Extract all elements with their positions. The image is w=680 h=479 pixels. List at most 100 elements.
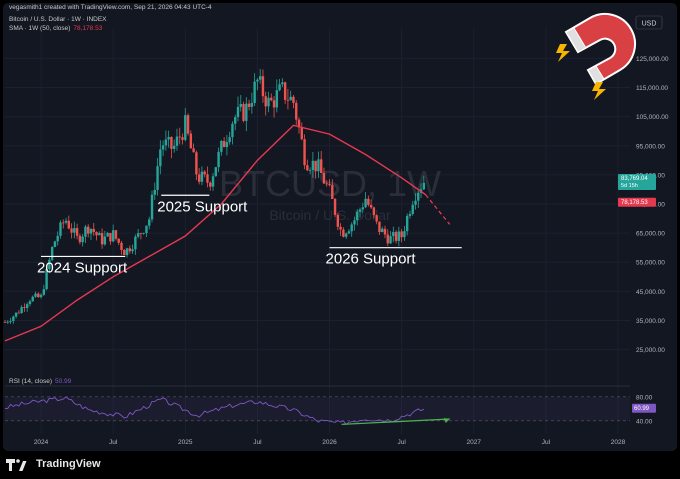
watermark: BTCUSD, 1W Bitcoin / U.S. Dollar [219, 163, 441, 223]
candle-body [84, 226, 87, 237]
y-tick-label: 105,000.00 [636, 114, 669, 121]
candle-body [306, 165, 309, 171]
candle-body [70, 228, 73, 233]
sma-legend-label: SMA · 1W (50, close) [9, 25, 71, 32]
candle-body [53, 241, 57, 247]
y-tick-label: 45,000.00 [636, 289, 665, 296]
candle-body [134, 236, 137, 250]
sma-line [4, 124, 451, 342]
candle-body [175, 136, 179, 146]
candle-body [322, 172, 326, 184]
candle-body [120, 242, 123, 250]
candle-body [317, 159, 320, 172]
x-tick-label: 2026 [322, 439, 337, 446]
rsi-legend-value: 50.99 [55, 378, 72, 385]
tradingview-brand[interactable]: TradingView [9, 458, 101, 470]
candle-body [403, 231, 406, 238]
candle-body [28, 301, 32, 305]
candle-body [136, 233, 140, 237]
candle-body [383, 228, 387, 235]
candle-body [261, 76, 265, 97]
candle-body [150, 194, 154, 220]
candle-body [253, 81, 256, 103]
candle-body [131, 249, 134, 252]
y-tick-label: 35,000.00 [636, 318, 665, 325]
candle-body [211, 176, 215, 187]
candle-body [31, 296, 34, 302]
candle-body [344, 233, 348, 237]
candle-body [392, 232, 395, 237]
candle-body [37, 293, 40, 298]
candle-body [73, 228, 76, 233]
last-price-countdown: 5d 15h [621, 183, 638, 189]
candle-body [228, 137, 231, 143]
candle-body [114, 230, 118, 239]
rsi-price-value: 60.99 [634, 406, 650, 412]
candle-body [308, 170, 312, 171]
tradingview-brand-label: TradingView [36, 458, 101, 470]
candle-body [292, 96, 295, 103]
magnet-icon [556, 13, 637, 100]
currency-badge[interactable] [635, 15, 663, 30]
candle-body [353, 220, 356, 225]
candle-body [389, 236, 392, 244]
candle-body [297, 119, 301, 128]
candle-body [184, 115, 187, 140]
candle-body [189, 133, 193, 149]
candle-body [109, 232, 112, 242]
candle-body [314, 160, 317, 172]
candle-body [408, 213, 412, 216]
candle-body [258, 76, 262, 80]
x-tick-label: 2028 [611, 439, 626, 446]
candle-body [172, 145, 176, 149]
time-axis[interactable]: 2024 Jul 2025 Jul 2026 Jul 2027 Jul 2028 [34, 439, 626, 446]
symbol-line: Bitcoin / U.S. Dollar · 1W · INDEX [9, 16, 110, 23]
candle-body [142, 232, 145, 234]
candle-body [239, 103, 242, 107]
support-label-2: 2026 Support [326, 251, 417, 268]
tradingview-logo-icon [6, 459, 27, 471]
candle-body [95, 232, 98, 236]
last-price-value: 83,769.04 [621, 176, 648, 182]
x-tick-label: Jul [397, 439, 406, 446]
candle-body [34, 293, 37, 297]
candle-body [222, 140, 226, 148]
y-tick-label: 25,000.00 [636, 347, 665, 354]
candle-body [286, 99, 290, 101]
candle-body [214, 167, 217, 177]
candle-body [217, 151, 220, 168]
sma-legend[interactable]: SMA · 1W (50, close) 78,178.53 [9, 25, 105, 32]
candle-body [220, 140, 223, 152]
candle-body [350, 224, 353, 232]
rsi-price-tag-bg [632, 403, 656, 413]
candle-body [417, 192, 420, 201]
candle-body [247, 103, 251, 107]
sma-price-tag-bg [618, 197, 656, 207]
candle-body [128, 248, 132, 252]
y-tick-label: 125,000.00 [636, 56, 669, 63]
candle-body [381, 228, 384, 233]
candle-body [156, 166, 159, 190]
candle-body [367, 198, 370, 205]
candle-body [231, 123, 234, 138]
candle-body [358, 209, 362, 212]
candle-body [100, 233, 104, 245]
y-tick-label: 95,000.00 [636, 143, 665, 150]
candle-body [98, 233, 101, 236]
candle-body [62, 222, 65, 224]
watermark-symbol: BTCUSD, 1W [219, 163, 441, 204]
candle-body [203, 171, 206, 175]
candle-body [81, 236, 84, 243]
candle-body [356, 211, 359, 221]
rsi-legend-label: RSI (14, close) [9, 378, 52, 385]
rsi-divergence-line [341, 418, 450, 426]
x-tick-label: 2027 [467, 439, 482, 446]
rsi-legend[interactable]: RSI (14, close) 50.99 [9, 378, 74, 385]
candle-body [378, 221, 381, 233]
candle-body [197, 174, 201, 182]
candle-body [87, 226, 90, 234]
candle-body [364, 198, 367, 208]
candle-body [48, 259, 51, 269]
candle-body [278, 84, 281, 91]
